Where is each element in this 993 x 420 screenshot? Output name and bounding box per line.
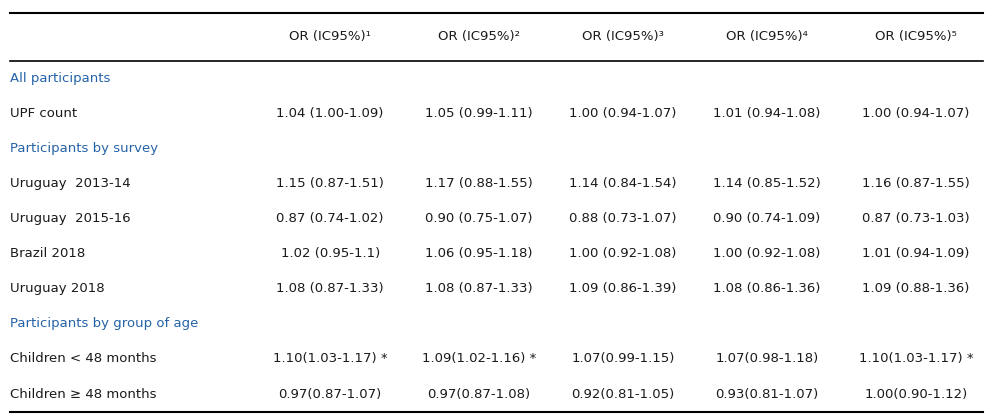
Text: OR (IC95%)⁴: OR (IC95%)⁴	[726, 30, 808, 43]
Text: 1.09 (0.86-1.39): 1.09 (0.86-1.39)	[569, 282, 677, 295]
Text: 1.00 (0.94-1.07): 1.00 (0.94-1.07)	[569, 107, 677, 120]
Text: 1.06 (0.95-1.18): 1.06 (0.95-1.18)	[425, 247, 533, 260]
Text: 1.16 (0.87-1.55): 1.16 (0.87-1.55)	[862, 177, 970, 190]
Text: 1.17 (0.88-1.55): 1.17 (0.88-1.55)	[425, 177, 533, 190]
Text: 1.10(1.03-1.17) *: 1.10(1.03-1.17) *	[273, 352, 387, 365]
Text: 1.09(1.02-1.16) *: 1.09(1.02-1.16) *	[422, 352, 536, 365]
Text: 1.00 (0.94-1.07): 1.00 (0.94-1.07)	[862, 107, 970, 120]
Text: 0.87 (0.74-1.02): 0.87 (0.74-1.02)	[276, 212, 384, 225]
Text: UPF count: UPF count	[10, 107, 77, 120]
Text: 1.10(1.03-1.17) *: 1.10(1.03-1.17) *	[859, 352, 973, 365]
Text: 1.14 (0.85-1.52): 1.14 (0.85-1.52)	[713, 177, 821, 190]
Text: 1.08 (0.87-1.33): 1.08 (0.87-1.33)	[425, 282, 533, 295]
Text: 0.92(0.81-1.05): 0.92(0.81-1.05)	[572, 388, 674, 401]
Text: 1.01 (0.94-1.09): 1.01 (0.94-1.09)	[862, 247, 970, 260]
Text: All participants: All participants	[10, 72, 110, 85]
Text: OR (IC95%)³: OR (IC95%)³	[582, 30, 664, 43]
Text: 1.00 (0.92-1.08): 1.00 (0.92-1.08)	[713, 247, 821, 260]
Text: OR (IC95%)⁵: OR (IC95%)⁵	[875, 30, 957, 43]
Text: 1.07(0.99-1.15): 1.07(0.99-1.15)	[571, 352, 675, 365]
Text: Brazil 2018: Brazil 2018	[10, 247, 85, 260]
Text: OR (IC95%)²: OR (IC95%)²	[438, 30, 520, 43]
Text: 0.97(0.87-1.07): 0.97(0.87-1.07)	[279, 388, 381, 401]
Text: 1.00(0.90-1.12): 1.00(0.90-1.12)	[865, 388, 967, 401]
Text: Participants by survey: Participants by survey	[10, 142, 158, 155]
Text: 0.93(0.81-1.07): 0.93(0.81-1.07)	[716, 388, 818, 401]
Text: Children ≥ 48 months: Children ≥ 48 months	[10, 388, 157, 401]
Text: Children < 48 months: Children < 48 months	[10, 352, 157, 365]
Text: 1.01 (0.94-1.08): 1.01 (0.94-1.08)	[713, 107, 821, 120]
Text: 1.00 (0.92-1.08): 1.00 (0.92-1.08)	[569, 247, 677, 260]
Text: Participants by group of age: Participants by group of age	[10, 318, 199, 331]
Text: 0.88 (0.73-1.07): 0.88 (0.73-1.07)	[569, 212, 677, 225]
Text: 1.08 (0.87-1.33): 1.08 (0.87-1.33)	[276, 282, 384, 295]
Text: 1.15 (0.87-1.51): 1.15 (0.87-1.51)	[276, 177, 384, 190]
Text: 0.90 (0.74-1.09): 0.90 (0.74-1.09)	[713, 212, 821, 225]
Text: 1.07(0.98-1.18): 1.07(0.98-1.18)	[716, 352, 818, 365]
Text: 1.09 (0.88-1.36): 1.09 (0.88-1.36)	[862, 282, 970, 295]
Text: 0.97(0.87-1.08): 0.97(0.87-1.08)	[428, 388, 530, 401]
Text: Uruguay 2018: Uruguay 2018	[10, 282, 104, 295]
Text: 1.14 (0.84-1.54): 1.14 (0.84-1.54)	[569, 177, 677, 190]
Text: 0.90 (0.75-1.07): 0.90 (0.75-1.07)	[425, 212, 533, 225]
Text: Uruguay  2015-16: Uruguay 2015-16	[10, 212, 130, 225]
Text: 1.02 (0.95-1.1): 1.02 (0.95-1.1)	[281, 247, 379, 260]
Text: Uruguay  2013-14: Uruguay 2013-14	[10, 177, 130, 190]
Text: 1.04 (1.00-1.09): 1.04 (1.00-1.09)	[276, 107, 384, 120]
Text: OR (IC95%)¹: OR (IC95%)¹	[289, 30, 371, 43]
Text: 1.05 (0.99-1.11): 1.05 (0.99-1.11)	[425, 107, 533, 120]
Text: 1.08 (0.86-1.36): 1.08 (0.86-1.36)	[713, 282, 821, 295]
Text: 0.87 (0.73-1.03): 0.87 (0.73-1.03)	[862, 212, 970, 225]
